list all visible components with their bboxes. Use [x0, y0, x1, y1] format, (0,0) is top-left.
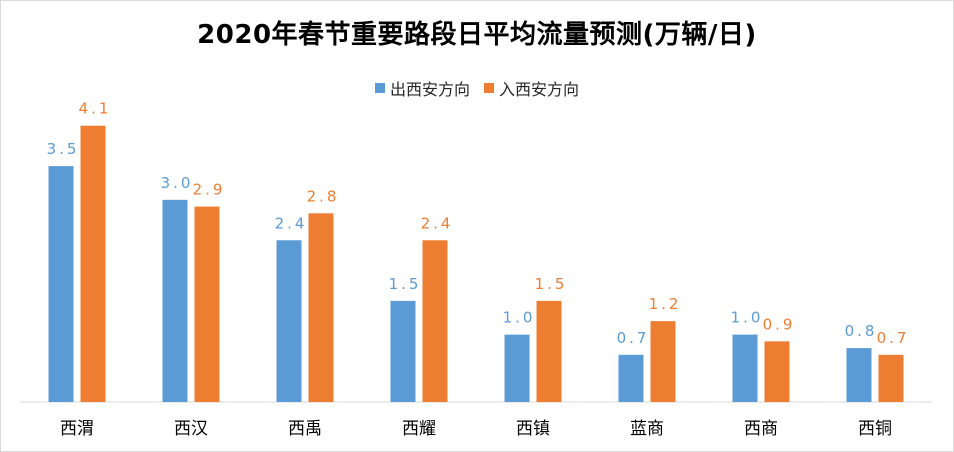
data-label-outbound: 1.5	[389, 275, 422, 293]
data-label-inbound: 2.8	[307, 187, 340, 205]
bar-outbound	[618, 354, 644, 402]
category-label: 西镇	[516, 419, 550, 439]
data-label-inbound: 0.9	[763, 315, 796, 333]
data-label-inbound: 2.9	[193, 181, 226, 199]
bar-outbound	[48, 166, 74, 402]
category-label: 西铜	[858, 419, 892, 439]
bar-inbound	[536, 300, 562, 402]
bar-outbound	[390, 300, 416, 402]
bar-inbound	[764, 341, 790, 402]
legend-item-inbound: 入西安方向	[484, 76, 579, 100]
data-label-inbound: 0.7	[877, 329, 910, 347]
chart-title: 2020年春节重要路段日平均流量预测(万辆/日)	[197, 20, 757, 50]
data-label-inbound: 2.4	[421, 214, 454, 232]
data-label-outbound: 0.8	[845, 322, 878, 340]
category-label: 蓝商	[630, 419, 664, 439]
category-label: 西禹	[288, 419, 322, 439]
legend-swatch-inbound	[484, 83, 494, 93]
bar-outbound	[732, 334, 758, 402]
bar-inbound	[878, 354, 904, 402]
data-label-outbound: 3.5	[47, 140, 80, 158]
bar-inbound	[650, 321, 676, 402]
category-label: 西渭	[60, 419, 94, 439]
legend: 出西安方向 入西安方向	[0, 76, 954, 100]
data-label-outbound: 0.7	[617, 329, 650, 347]
category-label: 西汉	[174, 419, 208, 439]
category-label: 西商	[744, 419, 778, 439]
bar-outbound	[162, 199, 188, 402]
data-label-inbound: 1.5	[535, 275, 568, 293]
legend-swatch-outbound	[374, 83, 385, 93]
bar-inbound	[422, 240, 448, 402]
bar-outbound	[504, 334, 530, 402]
data-label-outbound: 1.0	[731, 309, 764, 327]
data-label-outbound: 1.0	[503, 309, 536, 327]
legend-label-outbound: 出西安方向	[389, 80, 470, 99]
bar-inbound	[80, 125, 106, 403]
data-label-inbound: 4.1	[79, 100, 112, 118]
bar-inbound	[194, 206, 220, 402]
legend-item-outbound: 出西安方向	[374, 76, 470, 100]
data-label-inbound: 1.2	[649, 295, 682, 313]
bar-outbound	[276, 240, 302, 402]
bar-inbound	[308, 213, 334, 402]
data-label-outbound: 2.4	[275, 214, 308, 232]
category-label: 西耀	[402, 419, 436, 439]
bar-outbound	[846, 348, 872, 402]
data-label-outbound: 3.0	[161, 174, 194, 192]
legend-label-inbound: 入西安方向	[499, 80, 580, 99]
